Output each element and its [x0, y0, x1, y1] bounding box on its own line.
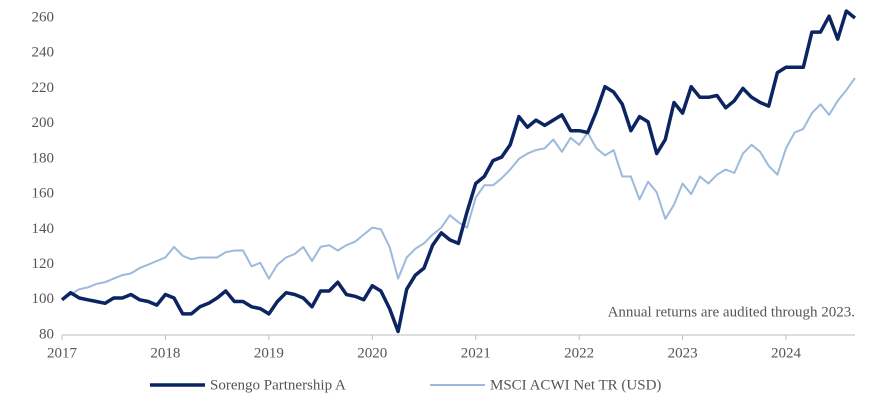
x-tick-label: 2020	[357, 345, 387, 361]
y-tick-label: 80	[39, 326, 54, 342]
x-tick-label: 2021	[461, 345, 491, 361]
y-tick-label: 220	[32, 80, 55, 96]
legend-label: Sorengo Partnership A	[210, 377, 346, 393]
y-tick-label: 260	[32, 9, 55, 25]
series-line	[61, 77, 856, 301]
x-tick-label: 2017	[47, 345, 78, 361]
y-tick-label: 200	[32, 115, 55, 131]
series-line	[60, 9, 857, 334]
legend-label: MSCI ACWI Net TR (USD)	[490, 377, 661, 393]
y-tick-label: 140	[32, 221, 55, 237]
y-tick-label: 180	[32, 150, 55, 166]
y-tick-label: 120	[32, 256, 55, 272]
y-tick-label: 100	[32, 291, 55, 307]
y-tick-label: 160	[32, 186, 55, 202]
x-tick-label: 2024	[771, 345, 802, 361]
x-tick-label: 2023	[668, 345, 698, 361]
annotation: Annual returns are audited through 2023.	[608, 304, 855, 320]
x-tick-label: 2018	[150, 345, 180, 361]
x-tick-label: 2019	[254, 345, 284, 361]
x-tick-label: 2022	[564, 345, 594, 361]
y-tick-label: 240	[32, 45, 55, 61]
